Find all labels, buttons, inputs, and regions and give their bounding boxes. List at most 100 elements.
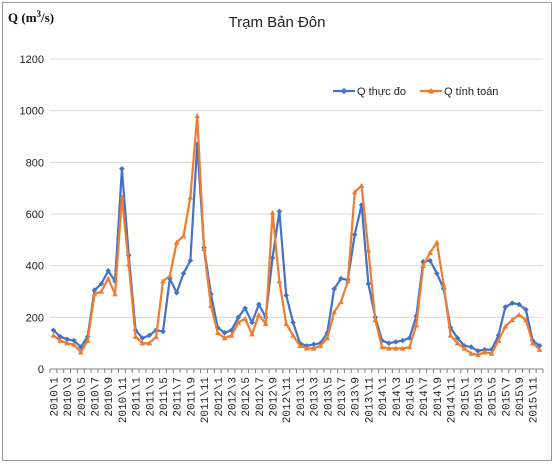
data-point bbox=[194, 113, 201, 119]
y-tick-label: 600 bbox=[26, 209, 44, 221]
data-point bbox=[132, 333, 139, 339]
data-point bbox=[386, 345, 392, 351]
data-point bbox=[399, 345, 406, 351]
x-tick-label: 2015\11 bbox=[529, 377, 541, 424]
data-point bbox=[324, 335, 331, 341]
data-point bbox=[365, 247, 372, 253]
x-tick-label: 2011\9 bbox=[186, 377, 198, 417]
data-point bbox=[180, 270, 187, 277]
data-point bbox=[434, 239, 440, 245]
data-point bbox=[91, 291, 98, 297]
x-tick-label: 2010\11 bbox=[118, 377, 130, 424]
data-point bbox=[351, 189, 358, 195]
data-point bbox=[502, 304, 509, 310]
data-point bbox=[481, 349, 488, 355]
grid-lines bbox=[50, 58, 543, 318]
data-point bbox=[331, 286, 337, 292]
data-point bbox=[427, 257, 433, 264]
data-point bbox=[256, 311, 262, 317]
data-point bbox=[221, 335, 228, 341]
x-tick-label: 2015\7 bbox=[501, 377, 513, 417]
x-tick-label: 2012\7 bbox=[255, 377, 267, 417]
x-tick-label: 2015\1 bbox=[460, 377, 472, 417]
data-point bbox=[338, 299, 344, 305]
data-point bbox=[173, 289, 180, 296]
data-point bbox=[427, 87, 435, 94]
y-tick-label: 1000 bbox=[20, 106, 44, 118]
data-point bbox=[173, 239, 180, 245]
data-point bbox=[160, 328, 166, 335]
x-tick-label: 2012\9 bbox=[269, 377, 281, 417]
data-point bbox=[290, 319, 296, 326]
data-point bbox=[153, 333, 159, 339]
data-point bbox=[420, 258, 426, 265]
data-point bbox=[180, 233, 187, 239]
data-point bbox=[242, 315, 248, 321]
x-tick-label: 2010\5 bbox=[77, 377, 89, 417]
data-point bbox=[242, 305, 248, 312]
data-point bbox=[516, 311, 522, 317]
data-point bbox=[297, 342, 303, 348]
data-point bbox=[495, 337, 502, 343]
data-point bbox=[310, 341, 317, 348]
data-point bbox=[440, 282, 447, 288]
x-tick-label: 2010\7 bbox=[91, 377, 103, 417]
data-point bbox=[146, 340, 153, 346]
data-point bbox=[50, 327, 57, 334]
x-tick-label: 2014\5 bbox=[405, 377, 417, 417]
data-point bbox=[105, 268, 112, 274]
y-tick-label: 0 bbox=[38, 364, 44, 376]
data-point bbox=[365, 280, 372, 287]
data-point bbox=[406, 344, 413, 350]
data-point bbox=[256, 301, 262, 308]
data-point bbox=[105, 275, 112, 281]
x-tick-label: 2012\3 bbox=[227, 377, 239, 417]
data-point bbox=[262, 320, 269, 327]
y-tick-label: 1200 bbox=[20, 54, 44, 66]
x-tick-label: 2014\1 bbox=[378, 377, 390, 417]
data-point bbox=[119, 194, 125, 200]
data-point bbox=[461, 345, 468, 351]
data-point bbox=[434, 270, 440, 277]
series-1 bbox=[50, 113, 543, 358]
data-point bbox=[502, 323, 509, 329]
data-point bbox=[454, 335, 461, 341]
data-point bbox=[139, 335, 146, 341]
data-point bbox=[468, 350, 474, 356]
data-point bbox=[345, 278, 351, 284]
chart-frame: Q (m3/s) Trạm Bản Đôn 0 200 400 600 800 1000 1… bbox=[2, 2, 552, 461]
data-point bbox=[351, 231, 358, 238]
data-point bbox=[406, 335, 413, 341]
x-tick-label: 2013\7 bbox=[337, 377, 349, 417]
data-point bbox=[516, 301, 522, 308]
data-point bbox=[392, 345, 399, 351]
data-point bbox=[427, 249, 433, 255]
x-tick-label: 2012\1 bbox=[214, 377, 226, 417]
chart-title: Trạm Bản Đôn bbox=[229, 14, 326, 31]
data-point bbox=[187, 257, 194, 264]
data-point bbox=[317, 342, 324, 348]
data-point bbox=[509, 317, 515, 323]
legend-label: Q tính toán bbox=[444, 86, 498, 98]
x-tick-label: 2011\3 bbox=[145, 377, 157, 417]
y-ticks: 0 200 400 600 800 1000 1200 bbox=[20, 54, 44, 376]
data-point bbox=[249, 319, 255, 326]
series-0 bbox=[50, 141, 543, 354]
data-point bbox=[235, 319, 242, 325]
data-point bbox=[78, 349, 84, 355]
data-point bbox=[331, 309, 337, 315]
x-tick-label: 2010\9 bbox=[104, 377, 116, 417]
data-point bbox=[276, 278, 283, 284]
data-point bbox=[235, 314, 242, 321]
data-point bbox=[146, 332, 153, 339]
data-point bbox=[71, 337, 77, 344]
data-point bbox=[420, 262, 426, 268]
data-point bbox=[399, 337, 406, 344]
data-point bbox=[112, 291, 118, 297]
data-point bbox=[413, 322, 420, 328]
data-point bbox=[392, 339, 399, 345]
x-tick-label: 2010\1 bbox=[49, 377, 61, 417]
data-point bbox=[340, 87, 348, 95]
data-point bbox=[276, 208, 283, 215]
data-point bbox=[488, 350, 495, 356]
